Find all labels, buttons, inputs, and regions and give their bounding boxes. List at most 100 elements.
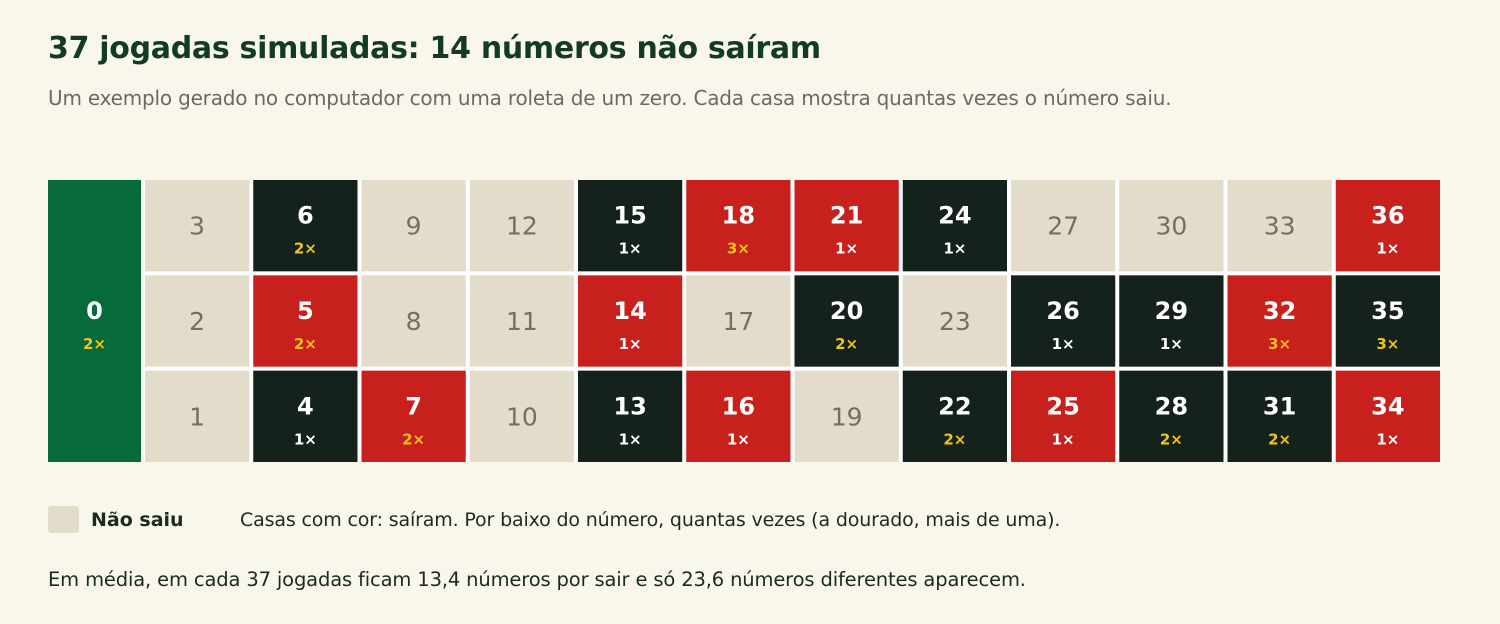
cell-number-20: 20 — [830, 297, 863, 325]
cell-5 — [253, 275, 358, 367]
cell-number-8: 8 — [406, 307, 422, 336]
cell-8 — [361, 275, 466, 367]
cell-count-7: 2× — [402, 430, 425, 448]
cell-23 — [902, 275, 1007, 367]
cell-count-31: 2× — [1268, 430, 1291, 448]
cell-number-11: 11 — [506, 307, 538, 336]
page-title: 37 jogadas simuladas: 14 números não saí… — [48, 31, 821, 66]
cell-4 — [253, 370, 358, 462]
cell-11 — [469, 275, 574, 367]
cell-16 — [686, 370, 791, 462]
cell-number-4: 4 — [297, 392, 314, 420]
cell-34 — [1335, 370, 1440, 462]
cell-count-0: 2× — [83, 335, 106, 353]
footnote: Em média, em cada 37 jogadas ficam 13,4 … — [48, 568, 1026, 591]
cell-25 — [1011, 370, 1116, 462]
cell-number-9: 9 — [406, 212, 422, 241]
roulette-board: 0 2× 3 6 2× 9 12 15 1× 18 3× 21 1× 24 1× 27 30 33 36 1× 2 5 2×… — [48, 180, 1440, 462]
cell-33 — [1227, 180, 1332, 272]
legend-note: Casas com cor: saíram. Por baixo do núme… — [240, 509, 1061, 531]
legend-label-not-drawn: Não saiu — [91, 509, 184, 531]
cell-number-21: 21 — [830, 202, 863, 230]
cell-number-2: 2 — [189, 307, 205, 336]
cell-21 — [794, 180, 899, 272]
legend-swatch-not-drawn — [48, 506, 79, 533]
cell-count-4: 1× — [294, 430, 317, 448]
cell-count-5: 2× — [294, 335, 317, 353]
cell-count-14: 1× — [619, 335, 642, 353]
cell-number-28: 28 — [1155, 392, 1188, 420]
cell-number-31: 31 — [1263, 392, 1296, 420]
cell-count-35: 3× — [1376, 335, 1399, 353]
cell-count-24: 1× — [943, 240, 966, 258]
cell-26 — [1011, 275, 1116, 367]
cell-number-14: 14 — [613, 297, 646, 325]
cell-20 — [794, 275, 899, 367]
cell-number-10: 10 — [506, 402, 538, 431]
cell-number-6: 6 — [297, 202, 314, 230]
cell-13 — [578, 370, 683, 462]
cell-number-34: 34 — [1371, 392, 1404, 420]
cell-29 — [1119, 275, 1224, 367]
cell-number-12: 12 — [506, 212, 538, 241]
cell-30 — [1119, 180, 1224, 272]
cell-0 — [48, 180, 141, 462]
cell-number-23: 23 — [939, 307, 971, 336]
cell-number-0: 0 — [86, 297, 103, 325]
cell-2 — [145, 275, 250, 367]
cell-count-29: 1× — [1160, 335, 1183, 353]
cell-count-20: 2× — [835, 335, 858, 353]
cell-9 — [361, 180, 466, 272]
cell-number-36: 36 — [1371, 202, 1404, 230]
cell-number-22: 22 — [938, 392, 971, 420]
cell-10 — [469, 370, 574, 462]
cell-22 — [902, 370, 1007, 462]
cell-number-5: 5 — [297, 297, 314, 325]
cell-35 — [1335, 275, 1440, 367]
cell-number-17: 17 — [722, 307, 754, 336]
cell-6 — [253, 180, 358, 272]
cell-count-18: 3× — [727, 240, 750, 258]
cell-count-15: 1× — [619, 240, 642, 258]
cell-count-22: 2× — [943, 430, 966, 448]
cell-17 — [686, 275, 791, 367]
cell-number-33: 33 — [1264, 212, 1296, 241]
cell-number-7: 7 — [405, 392, 422, 420]
cell-number-15: 15 — [613, 202, 646, 230]
cell-7 — [361, 370, 466, 462]
cell-count-36: 1× — [1376, 240, 1399, 258]
cell-count-28: 2× — [1160, 430, 1183, 448]
cell-number-29: 29 — [1155, 297, 1188, 325]
cell-12 — [469, 180, 574, 272]
cell-number-3: 3 — [189, 212, 205, 241]
cell-24 — [902, 180, 1007, 272]
cell-count-32: 3× — [1268, 335, 1291, 353]
cell-31 — [1227, 370, 1332, 462]
cell-number-18: 18 — [722, 202, 755, 230]
cell-32 — [1227, 275, 1332, 367]
cell-number-24: 24 — [938, 202, 971, 230]
cell-number-26: 26 — [1046, 297, 1079, 325]
cell-number-1: 1 — [189, 402, 205, 431]
cell-count-13: 1× — [619, 430, 642, 448]
cell-number-35: 35 — [1371, 297, 1404, 325]
cell-count-25: 1× — [1052, 430, 1075, 448]
cell-3 — [145, 180, 250, 272]
cell-number-27: 27 — [1047, 212, 1079, 241]
cell-count-6: 2× — [294, 240, 317, 258]
cell-number-25: 25 — [1046, 392, 1079, 420]
cell-number-19: 19 — [831, 402, 863, 431]
cell-count-34: 1× — [1376, 430, 1399, 448]
cell-count-26: 1× — [1052, 335, 1075, 353]
cell-14 — [578, 275, 683, 367]
roulette-board-chart: 02×3 62×9 12 151×183×211×241×27 30 33 361×2 52×… — [48, 180, 1440, 462]
cell-count-21: 1× — [835, 240, 858, 258]
cell-19 — [794, 370, 899, 462]
cell-28 — [1119, 370, 1224, 462]
cell-36 — [1335, 180, 1440, 272]
cell-18 — [686, 180, 791, 272]
cell-number-16: 16 — [722, 392, 755, 420]
cell-15 — [578, 180, 683, 272]
cell-number-32: 32 — [1263, 297, 1296, 325]
page-subtitle: Um exemplo gerado no computador com uma … — [48, 86, 1172, 110]
